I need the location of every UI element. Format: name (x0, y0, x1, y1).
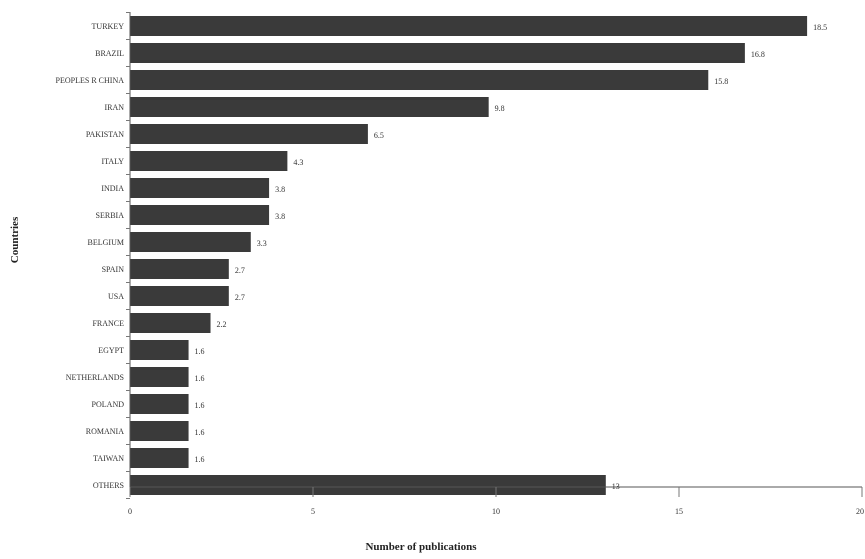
category-label: SERBIA (96, 211, 125, 220)
bar (130, 97, 489, 117)
bar (130, 232, 251, 252)
data-label: 1.6 (195, 401, 205, 410)
bar (130, 43, 745, 63)
x-tick-label: 10 (492, 507, 500, 516)
data-label: 1.6 (195, 347, 205, 356)
ticks-layer: TURKEY 18.5 BRAZIL 16.8 PEOPLES R CHINA 15.8 I… (56, 12, 864, 516)
category-label: ITALY (101, 157, 124, 166)
data-label: 2.7 (235, 266, 245, 275)
category-label: BRAZIL (95, 49, 124, 58)
category-label: POLAND (92, 400, 125, 409)
x-tick-label: 0 (128, 507, 132, 516)
data-label: 3.8 (275, 212, 285, 221)
category-label: NETHERLANDS (66, 373, 124, 382)
bar (130, 394, 189, 414)
data-label: 15.8 (714, 77, 728, 86)
bar (130, 124, 368, 144)
y-axis-title: Countries (9, 216, 21, 263)
data-label: 2.7 (235, 293, 245, 302)
data-label: 1.6 (195, 374, 205, 383)
bar (130, 340, 189, 360)
category-label: FRANCE (92, 319, 124, 328)
bar (130, 151, 288, 171)
bar (130, 367, 189, 387)
bar (130, 16, 808, 36)
data-label: 3.8 (275, 185, 285, 194)
category-label: IRAN (104, 103, 124, 112)
bar (130, 475, 606, 495)
bar (130, 286, 229, 306)
x-tick-label: 20 (856, 507, 864, 516)
data-label: 6.5 (374, 131, 384, 140)
category-label: TURKEY (92, 22, 125, 31)
data-label: 18.5 (813, 23, 827, 32)
bar (130, 313, 211, 333)
bar (130, 259, 229, 279)
data-label: 9.8 (495, 104, 505, 113)
bar (130, 421, 189, 441)
category-label: SPAIN (102, 265, 125, 274)
bar (130, 205, 270, 225)
category-label: PEOPLES R CHINA (56, 76, 125, 85)
category-label: USA (108, 292, 124, 301)
data-label: 1.6 (195, 428, 205, 437)
data-label: 2.2 (217, 320, 227, 329)
data-label: 16.8 (751, 50, 765, 59)
x-tick-label: 5 (311, 507, 315, 516)
category-label: BELGIUM (88, 238, 124, 247)
category-label: OTHERS (93, 481, 124, 490)
category-label: TAIWAN (93, 454, 124, 463)
data-label: 3.3 (257, 239, 267, 248)
data-label: 1.6 (195, 455, 205, 464)
category-label: EGYPT (98, 346, 124, 355)
category-label: INDIA (101, 184, 124, 193)
bar (130, 70, 709, 90)
category-label: ROMANIA (86, 427, 124, 436)
x-axis-title: Number of publications (365, 541, 477, 553)
bar (130, 448, 189, 468)
category-label: PAKISTAN (86, 130, 124, 139)
bar (130, 178, 270, 198)
data-label: 4.3 (293, 158, 303, 167)
bars-layer (130, 16, 808, 495)
x-tick-label: 15 (675, 507, 683, 516)
data-label: 13 (612, 482, 620, 491)
